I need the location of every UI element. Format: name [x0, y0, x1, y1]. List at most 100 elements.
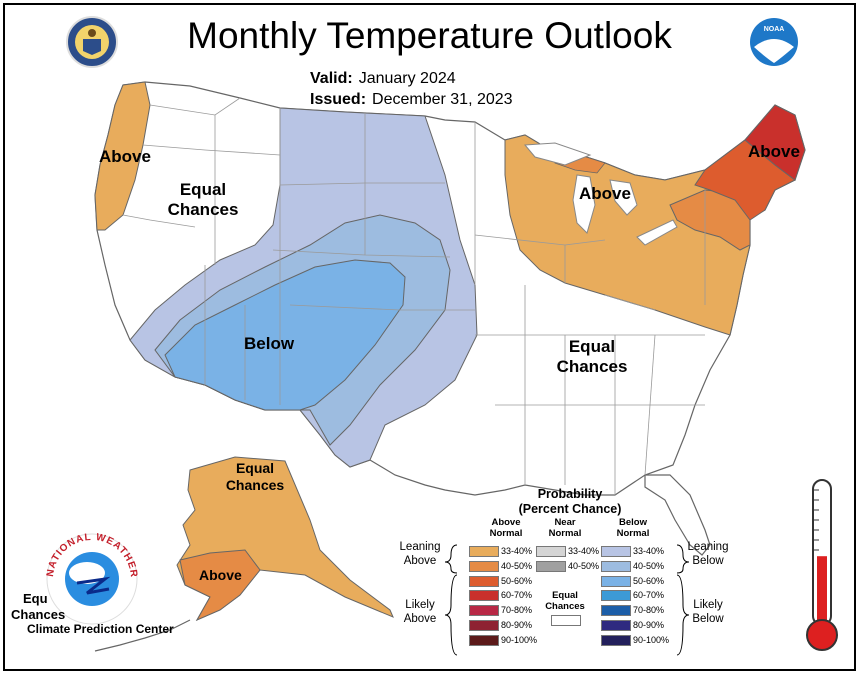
legend-near-swatch-0	[536, 546, 566, 557]
florida	[644, 474, 711, 556]
alaska-aleutians	[94, 619, 191, 652]
legend-leaning-above-2: Above	[403, 555, 437, 567]
label-above-west: Above	[99, 147, 151, 166]
valid-issued-block: Valid: January 2024 Issued: December 31, 2…	[310, 68, 513, 110]
legend-below-label-4: 70-80%	[633, 605, 665, 616]
us-map: NOAA NATIONAL WEATHER SERVICE	[5, 5, 838, 652]
lake-erie	[636, 219, 678, 246]
legend-near-head-1: Near	[554, 517, 576, 528]
label-equal-east-1: Equal	[568, 337, 616, 356]
label-ak-equal-1: Equal	[235, 460, 275, 476]
legend-below-swatch-6	[601, 634, 631, 646]
label-equal-east: Equal Chances	[542, 337, 642, 377]
legend-near-label-1: 40-50%	[568, 560, 600, 571]
legend-below-swatch-1	[601, 560, 631, 572]
lake-huron	[609, 179, 638, 216]
legend-near-label-0: 33-40%	[568, 546, 600, 556]
above-maine-60-70-region	[744, 104, 806, 181]
legend-below-label-5: 80-90%	[633, 620, 665, 630]
label-ak-above: Above	[199, 567, 242, 583]
legend-likely-above-2: Above	[403, 613, 437, 625]
legend-equal-swatch	[551, 615, 581, 626]
legend-below-label-6: 90-100%	[633, 634, 670, 645]
legend-below-head: Below Normal	[610, 517, 656, 539]
label-equal-west-1: Equal	[179, 180, 227, 199]
legend-below-swatch-3	[601, 590, 631, 602]
thermometer-icon	[806, 479, 838, 651]
legend-near-head: Near Normal	[542, 517, 588, 539]
legend-above-swatch-5	[469, 620, 499, 631]
legend-above-label-6: 90-100%	[501, 634, 538, 645]
legend-above-label-1: 40-50%	[501, 560, 533, 571]
label-equal-west: Equal Chances	[153, 180, 253, 220]
label-equal-west-2: Chances	[167, 200, 239, 219]
issued-value: December 31, 2023	[372, 91, 513, 108]
legend-below-swatch-2	[601, 575, 631, 587]
legend-above-swatch-4	[469, 605, 499, 617]
legend-above-label-3: 60-70%	[501, 590, 533, 601]
label-below: Below	[244, 334, 295, 353]
legend-near-swatch-1	[536, 560, 566, 572]
legend-above-label-2: 50-60%	[501, 575, 533, 586]
label-hi-equal: Equ Chances	[11, 591, 65, 623]
legend-leaning-above-1: Leaning	[399, 541, 441, 553]
legend-near-head-2: Normal	[548, 528, 582, 539]
legend-above-head-2: Normal	[489, 528, 523, 539]
legend-title: Probability (Percent Chance)	[510, 487, 630, 517]
label-hi-equal-2: Chances	[11, 607, 66, 622]
legend-above-swatch-2	[469, 575, 499, 587]
below-50-60-region	[164, 259, 406, 411]
label-hi-equal-1: Equ	[23, 591, 48, 606]
label-equal-east-2: Chances	[556, 357, 628, 376]
label-above-northeast: Above	[748, 142, 800, 161]
legend-below-label-1: 40-50%	[633, 560, 665, 571]
legend-title-2: (Percent Chance)	[518, 502, 622, 516]
legend-title-1: Probability	[537, 487, 603, 501]
label-ak-equal: Equal Chances	[215, 460, 295, 494]
svg-text:NOAA: NOAA	[764, 26, 785, 33]
doc-seal-icon	[66, 16, 118, 68]
legend-above-swatch-0	[469, 546, 499, 557]
label-above-greatlakes: Above	[579, 184, 631, 203]
valid-label: Valid:	[310, 70, 353, 87]
legend-likely-below-2: Below	[692, 613, 724, 625]
legend-above-swatch-1	[469, 560, 499, 572]
legend-likely-below-1: Likely	[693, 599, 723, 611]
issued-label: Issued:	[310, 91, 367, 108]
legend-below-head-1: Below	[619, 517, 647, 528]
legend-above-label-0: 33-40%	[501, 546, 533, 556]
legend-likely-above: Likely Above	[395, 598, 445, 626]
legend-below-label-3: 60-70%	[633, 590, 665, 601]
legend-likely-above-1: Likely	[405, 599, 435, 611]
legend-above-head: Above Normal	[483, 517, 529, 539]
legend-below-swatch-4	[601, 605, 631, 617]
valid-value: January 2024	[358, 70, 456, 87]
legend-equal-1: Equal	[552, 590, 578, 601]
legend-below-label-2: 50-60%	[633, 575, 665, 586]
legend-below-head-2: Normal	[616, 528, 650, 539]
alaska-above-40-50	[179, 549, 261, 622]
lake-michigan	[572, 174, 596, 234]
legend-likely-below: Likely Below	[683, 598, 733, 626]
lake-superior	[523, 142, 592, 166]
page-title: Monthly Temperature Outlook	[187, 15, 672, 56]
legend-leaning-below-1: Leaning	[687, 541, 729, 553]
legend-above-label-4: 70-80%	[501, 605, 533, 616]
legend-leaning-below: Leaning Below	[683, 540, 733, 568]
noaa-logo-icon: NOAA	[750, 18, 798, 66]
legend-leaning-below-2: Below	[692, 555, 724, 567]
label-ak-equal-2: Chances	[225, 477, 285, 493]
legend-above-label-5: 80-90%	[501, 620, 533, 630]
legend-below-label-0: 33-40%	[633, 546, 665, 556]
outlook-frame: NOAA NATIONAL WEATHER SERVICE Monthly Te…	[3, 3, 856, 671]
legend-leaning-above: Leaning Above	[395, 540, 445, 568]
legend-equal-2: Chances	[545, 601, 585, 612]
legend-equal-chances: Equal Chances	[540, 590, 590, 612]
legend-above-swatch-3	[469, 590, 499, 602]
credit-text: Climate Prediction Center	[27, 622, 174, 636]
legend-above-swatch-6	[469, 634, 499, 646]
legend-below-swatch-0	[601, 546, 631, 557]
legend-below-swatch-5	[601, 620, 631, 631]
legend-above-head-1: Above	[491, 517, 521, 528]
state-boundaries	[122, 97, 706, 495]
